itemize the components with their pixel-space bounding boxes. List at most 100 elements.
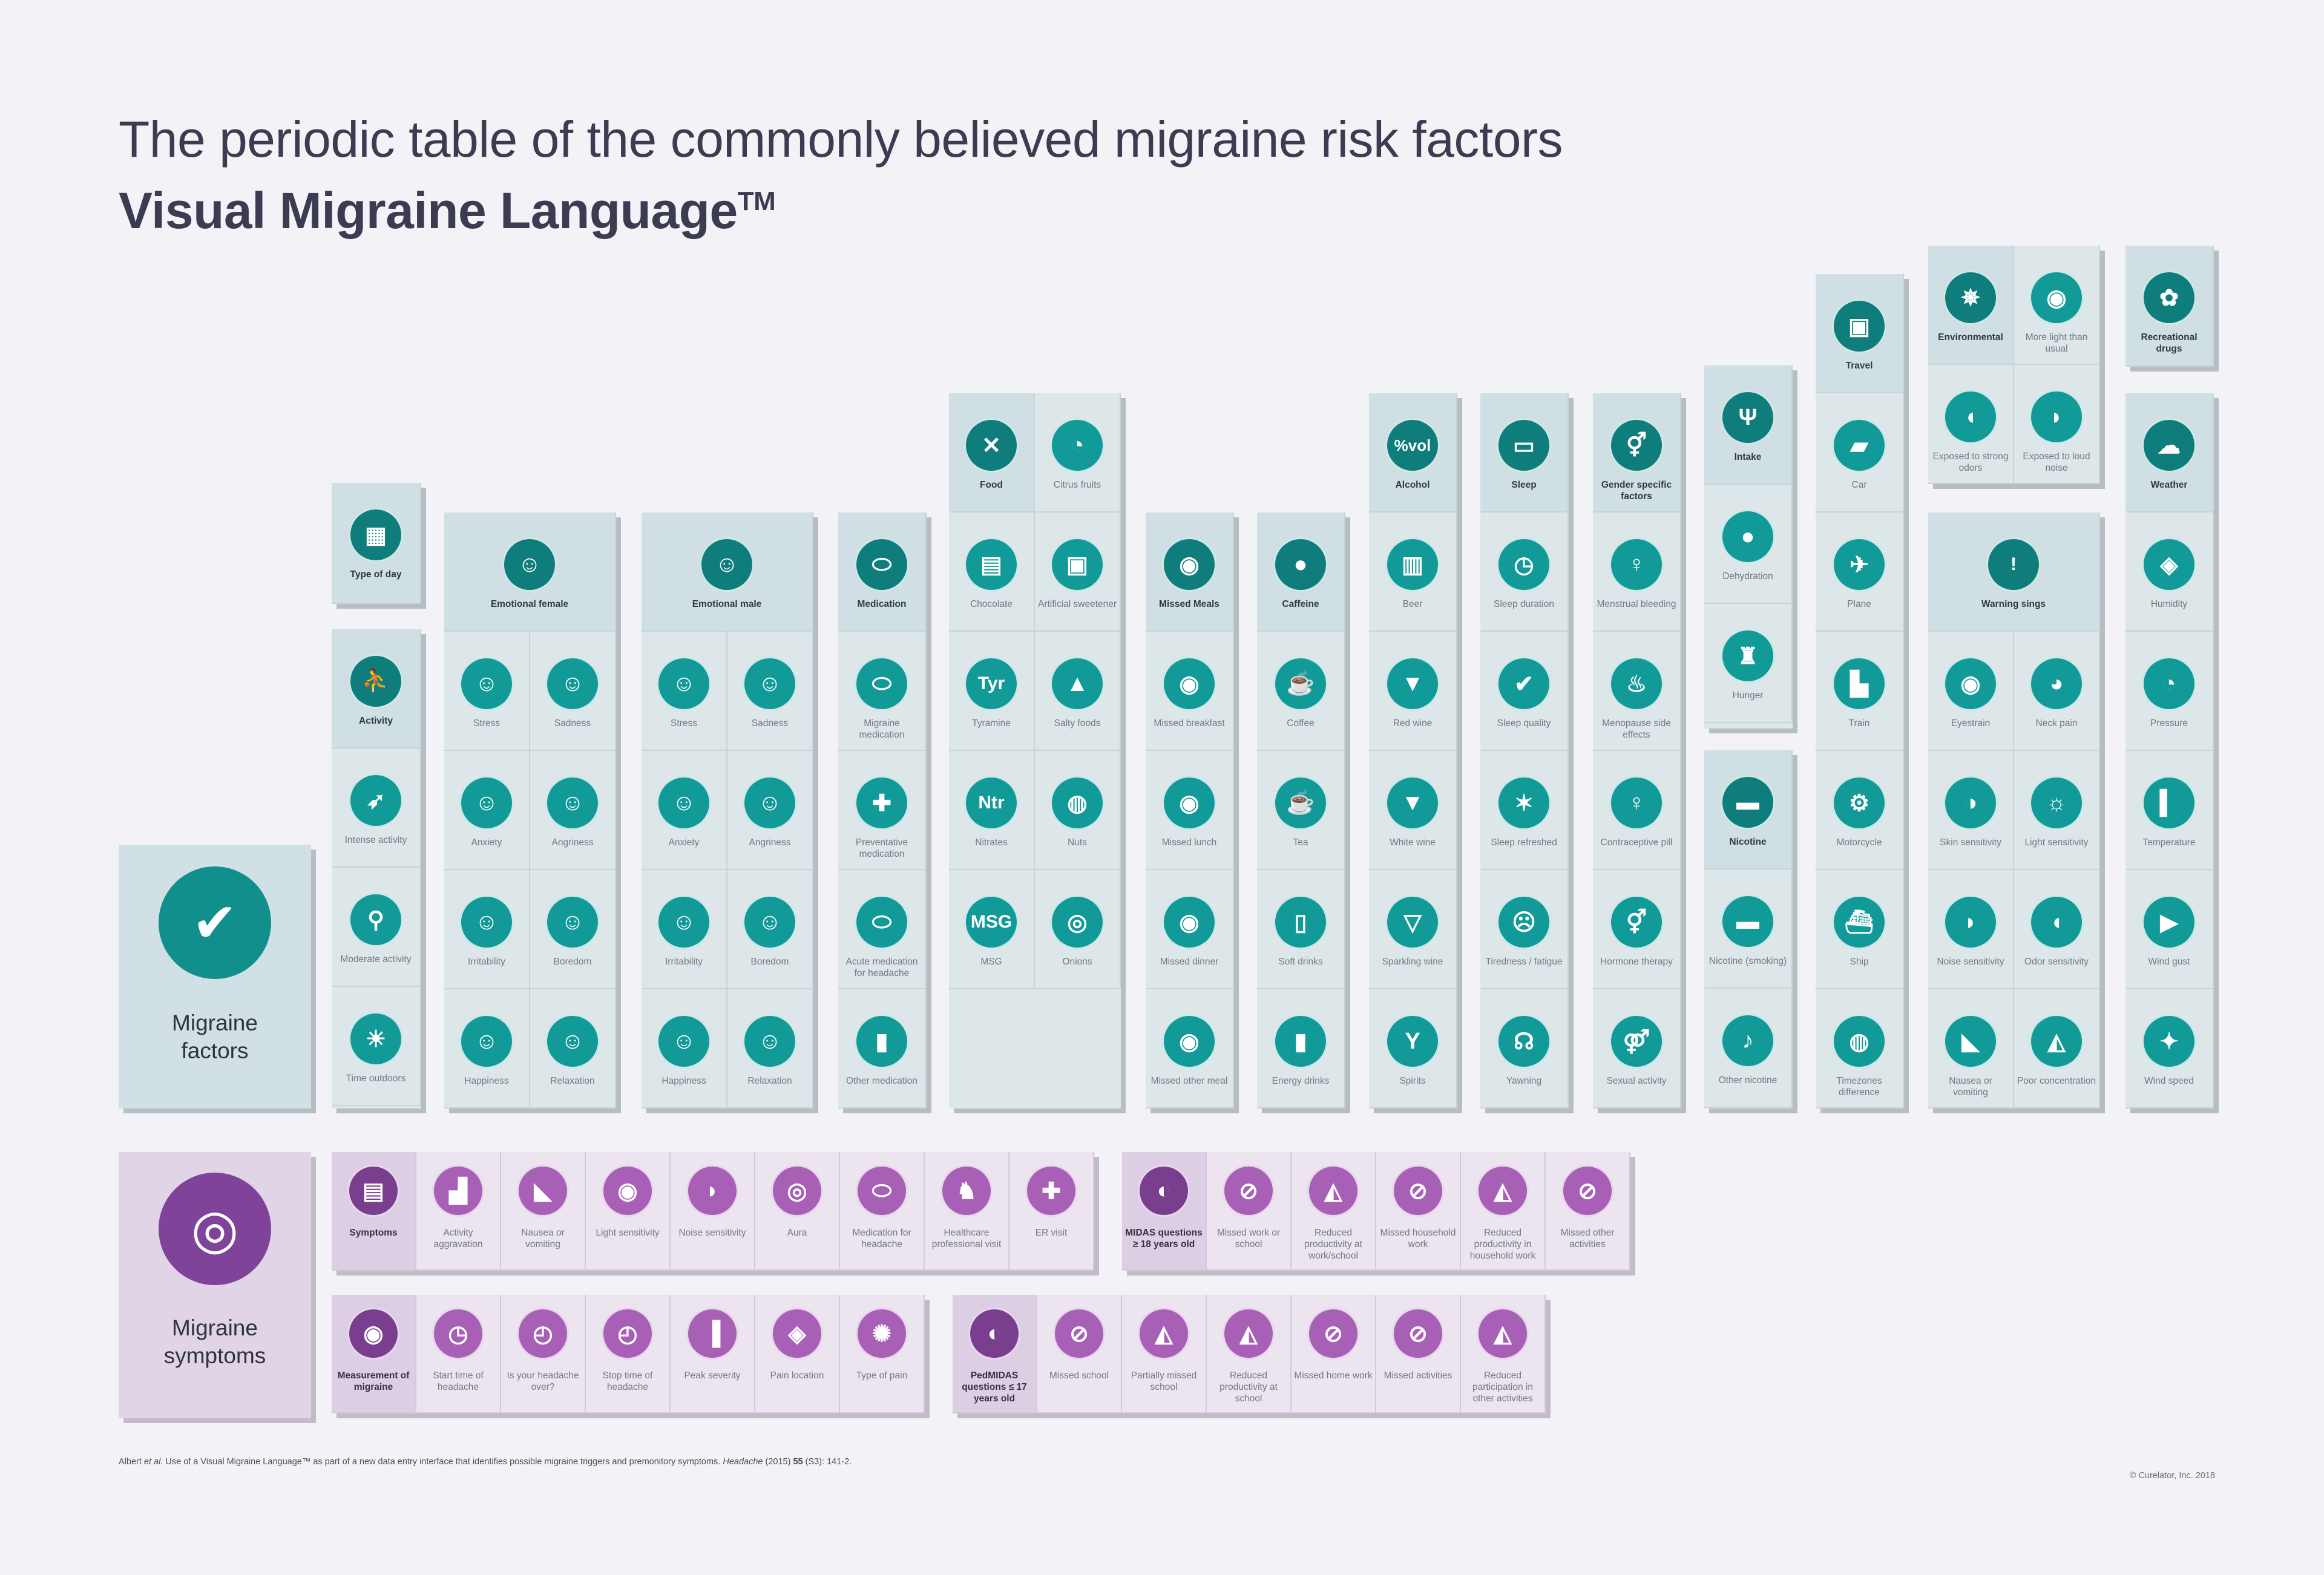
- factor-cell[interactable]: ⊘ Missed school: [1037, 1295, 1122, 1413]
- factor-cell[interactable]: MSG MSG: [949, 870, 1035, 989]
- factor-cell[interactable]: ☕ Tea: [1257, 751, 1345, 870]
- factor-cell[interactable]: ◎ Onions: [1035, 870, 1121, 989]
- factor-cell[interactable]: ⬭ Medication for headache: [840, 1152, 925, 1271]
- factor-cell[interactable]: ◑ Skin sensitivity: [1928, 751, 2014, 870]
- category-head[interactable]: ▤ Symptoms: [332, 1152, 416, 1271]
- factor-cell[interactable]: ▰ Car: [1816, 393, 1904, 512]
- factor-cell[interactable]: ◣ Nausea or vomiting: [1928, 989, 2014, 1108]
- category-head[interactable]: ▬ Nicotine: [1704, 750, 1793, 869]
- factor-cell[interactable]: ◔ Pressure: [2125, 632, 2214, 751]
- factor-cell[interactable]: ◖ Odor sensitivity: [2014, 870, 2100, 989]
- factor-cell[interactable]: ◉ Missed other meal: [1146, 989, 1234, 1108]
- category-head[interactable]: ● Caffeine: [1257, 512, 1345, 632]
- factor-cell[interactable]: ⚤ Sexual activity: [1593, 989, 1681, 1108]
- factor-cell[interactable]: ▽ Sparkling wine: [1369, 870, 1457, 989]
- factor-cell[interactable]: ♪ Other nicotine: [1704, 989, 1793, 1108]
- factor-cell[interactable]: ✈ Plane: [1816, 512, 1904, 632]
- factor-cell[interactable]: ◭ Reduced productivity in household work: [1461, 1152, 1546, 1271]
- factor-cell[interactable]: ✔ Sleep quality: [1480, 632, 1569, 751]
- category-head[interactable]: ⚥ Gender specific factors: [1593, 393, 1681, 512]
- category-head[interactable]: ! Warning sings: [1928, 512, 2100, 632]
- factor-cell[interactable]: ◴ Stop time of headache: [586, 1295, 671, 1413]
- factor-cell[interactable]: ▼ White wine: [1369, 751, 1457, 870]
- factor-cell[interactable]: ◭ Partially missed school: [1122, 1295, 1207, 1413]
- category-head[interactable]: ☺ Emotional male: [642, 512, 813, 632]
- factor-cell[interactable]: ♀ Menstrual bleeding: [1593, 512, 1681, 632]
- factor-cell[interactable]: ✚ ER visit: [1009, 1152, 1094, 1271]
- factor-cell[interactable]: ➶ Intense activity: [332, 748, 421, 868]
- category-head[interactable]: ▭ Sleep: [1480, 393, 1569, 512]
- factor-cell[interactable]: ✶ Sleep refreshed: [1480, 751, 1569, 870]
- factor-cell[interactable]: ☺ Happiness: [444, 989, 530, 1108]
- factor-cell[interactable]: Tyr Tyramine: [949, 632, 1035, 751]
- factor-cell[interactable]: Ntr Nitrates: [949, 751, 1035, 870]
- factor-cell[interactable]: ☺ Stress: [642, 632, 727, 751]
- factor-cell[interactable]: ⊘ Missed work or school: [1207, 1152, 1292, 1271]
- factor-cell[interactable]: ☺ Anxiety: [642, 751, 727, 870]
- category-head[interactable]: ☁ Weather: [2125, 393, 2214, 512]
- category-head[interactable]: ✕ Food: [949, 393, 1035, 512]
- factor-cell[interactable]: ▙ Train: [1816, 632, 1904, 751]
- factor-cell[interactable]: ◍ Timezones difference: [1816, 989, 1904, 1108]
- factor-cell[interactable]: ◉ Missed breakfast: [1146, 632, 1234, 751]
- factor-cell[interactable]: ▤ Chocolate: [949, 512, 1035, 632]
- factor-cell[interactable]: ☺ Relaxation: [727, 989, 813, 1108]
- factor-cell[interactable]: ▥ Beer: [1369, 512, 1457, 632]
- factor-cell[interactable]: ◉ Light sensitivity: [586, 1152, 671, 1271]
- category-head[interactable]: Ψ Intake: [1704, 365, 1793, 485]
- category-head[interactable]: ✵ Environmental: [1928, 246, 2014, 365]
- factor-cell[interactable]: ☺ Boredom: [530, 870, 616, 989]
- category-head[interactable]: ◉ Missed Meals: [1146, 512, 1234, 632]
- factor-cell[interactable]: ✦ Wind speed: [2125, 989, 2214, 1108]
- factor-cell[interactable]: ♞ Healthcare professional visit: [925, 1152, 1009, 1271]
- factor-cell[interactable]: ⚥ Hormone therapy: [1593, 870, 1681, 989]
- factor-cell[interactable]: ✚ Preventative medication: [838, 751, 927, 870]
- factor-cell[interactable]: ☺ Anxiety: [444, 751, 530, 870]
- factor-cell[interactable]: ◗ Exposed to loud noise: [2014, 365, 2100, 484]
- factor-cell[interactable]: ◖ Exposed to strong odors: [1928, 365, 2014, 484]
- factor-cell[interactable]: ◭ Reduced participation in other activiti…: [1461, 1295, 1546, 1413]
- factor-cell[interactable]: ◈ Humidity: [2125, 512, 2214, 632]
- factor-cell[interactable]: ◷ Start time of headache: [416, 1295, 501, 1413]
- factor-cell[interactable]: ◍ Nuts: [1035, 751, 1121, 870]
- category-head[interactable]: ⬭ Medication: [838, 512, 927, 632]
- factor-cell[interactable]: ☺ Relaxation: [530, 989, 616, 1108]
- factor-cell[interactable]: ◉ Missed dinner: [1146, 870, 1234, 989]
- factor-cell[interactable]: ⚲ Moderate activity: [332, 868, 421, 987]
- factor-cell[interactable]: ◈ Pain location: [755, 1295, 840, 1413]
- factor-cell[interactable]: ◗ Noise sensitivity: [671, 1152, 755, 1271]
- factor-cell[interactable]: ⬭ Migraine medication: [838, 632, 927, 751]
- factor-cell[interactable]: ☊ Yawning: [1480, 989, 1569, 1108]
- factor-cell[interactable]: ☺ Irritability: [642, 870, 727, 989]
- factor-cell[interactable]: ◕ Neck pain: [2014, 632, 2100, 751]
- factor-cell[interactable]: ◣ Nausea or vomiting: [501, 1152, 586, 1271]
- factor-cell[interactable]: ◭ Reduced productivity at work/school: [1292, 1152, 1376, 1271]
- factor-cell[interactable]: ☺ Stress: [444, 632, 530, 751]
- category-head[interactable]: ◐ PedMIDAS questions ≤ 17 years old: [953, 1295, 1037, 1413]
- category-head[interactable]: ▦ Type of day: [332, 483, 421, 604]
- factor-cell[interactable]: ◉ More light than usual: [2014, 246, 2100, 365]
- factor-cell[interactable]: ▬ Nicotine (smoking): [1704, 869, 1793, 989]
- factor-cell[interactable]: ● Dehydration: [1704, 485, 1793, 604]
- category-head[interactable]: ◐ MIDAS questions ≥ 18 years old: [1122, 1152, 1207, 1271]
- factor-cell[interactable]: ▟ Activity aggravation: [416, 1152, 501, 1271]
- factor-cell[interactable]: ▲ Salty foods: [1035, 632, 1121, 751]
- factor-cell[interactable]: ▐ Peak severity: [671, 1295, 755, 1413]
- factor-cell[interactable]: ▼ Red wine: [1369, 632, 1457, 751]
- factor-cell[interactable]: ⊘ Missed household work: [1376, 1152, 1461, 1271]
- factor-cell[interactable]: ⊘ Missed activities: [1376, 1295, 1461, 1413]
- factor-cell[interactable]: ◉ Missed lunch: [1146, 751, 1234, 870]
- factor-cell[interactable]: Y Spirits: [1369, 989, 1457, 1108]
- factor-cell[interactable]: ☺ Sadness: [530, 632, 616, 751]
- factor-cell[interactable]: ◭ Poor concentration: [2014, 989, 2100, 1108]
- factor-cell[interactable]: ☺ Happiness: [642, 989, 727, 1108]
- factor-cell[interactable]: ☀ Time outdoors: [332, 987, 421, 1106]
- factor-cell[interactable]: ▮ Other medication: [838, 989, 927, 1108]
- factor-cell[interactable]: ⊘ Missed home work: [1292, 1295, 1376, 1413]
- factor-cell[interactable]: ☹ Tiredness / fatigue: [1480, 870, 1569, 989]
- factor-cell[interactable]: ☕ Coffee: [1257, 632, 1345, 751]
- factor-cell[interactable]: ◷ Sleep duration: [1480, 512, 1569, 632]
- factor-cell[interactable]: ☺ Irritability: [444, 870, 530, 989]
- factor-cell[interactable]: ✺ Type of pain: [840, 1295, 925, 1413]
- factor-cell[interactable]: ☺ Angriness: [530, 751, 616, 870]
